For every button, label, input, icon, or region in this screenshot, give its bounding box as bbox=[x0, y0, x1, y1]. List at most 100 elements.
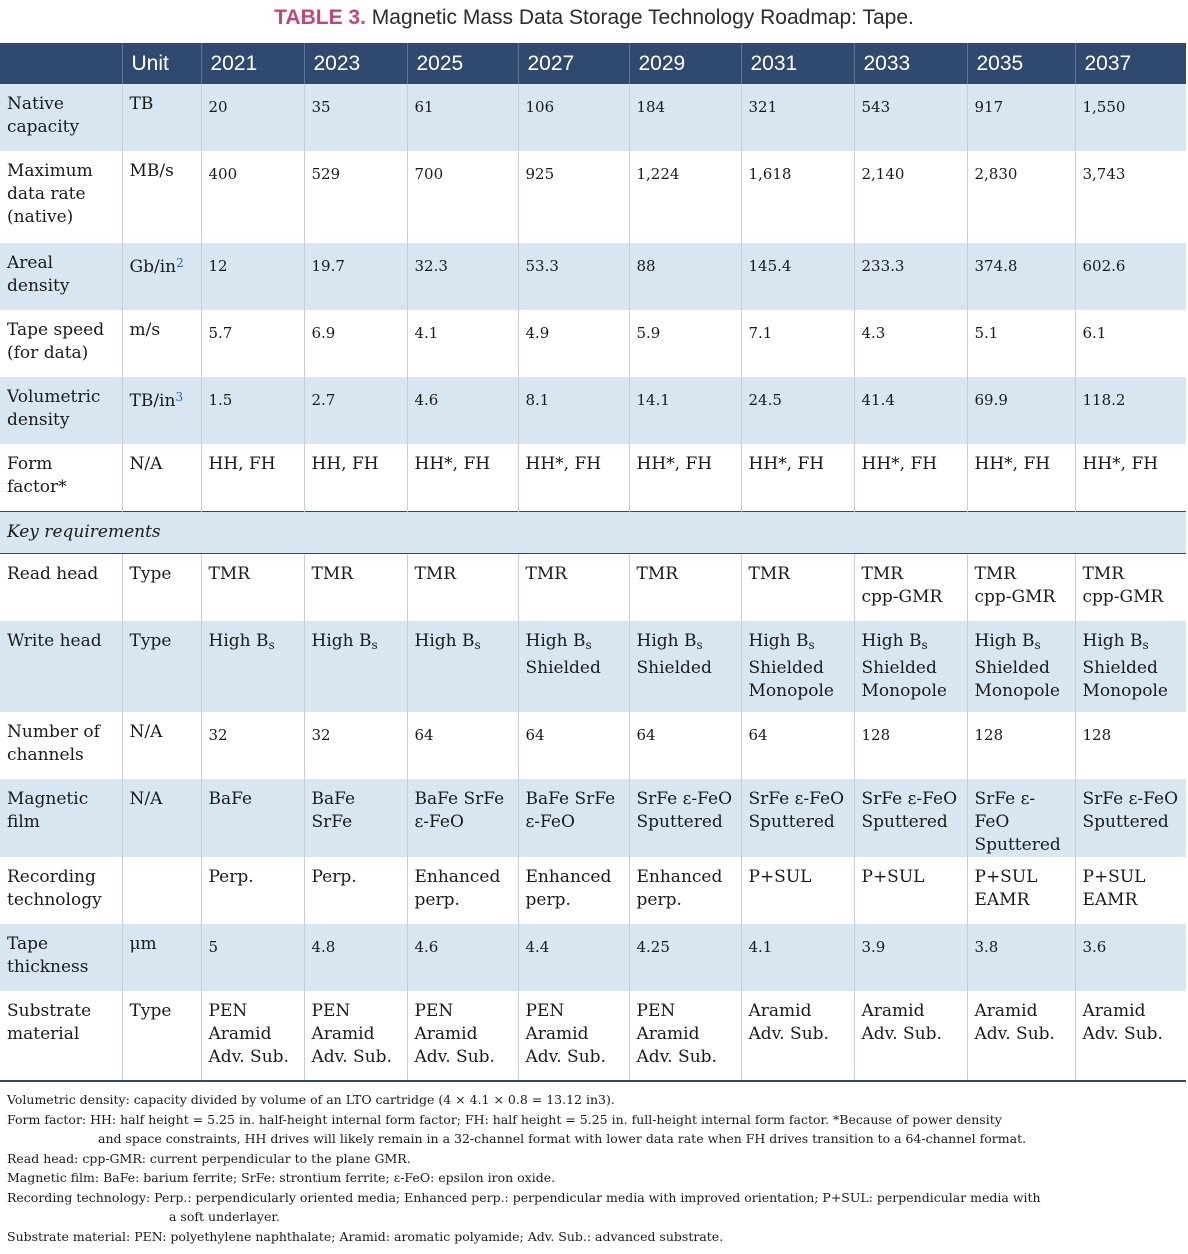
cell-line: factor* bbox=[7, 477, 67, 497]
table-cell: 69.9 bbox=[966, 377, 1075, 444]
table-cell: BaFe SrFe ε-FeO bbox=[406, 779, 518, 857]
table-cell: High Bs Shielded bbox=[517, 621, 629, 712]
footnote-text: and space constraints, HH drives will li… bbox=[98, 1131, 1027, 1146]
cell-line: PEN bbox=[636, 1001, 676, 1021]
table-row: Recording technology Perp. Perp. Enhanced per… bbox=[0, 857, 1186, 924]
table-row: Native capacity TB 20 35 61 106 184 321 543 917 1,5… bbox=[0, 84, 1186, 151]
header-blank bbox=[0, 43, 122, 84]
row-unit: μm bbox=[121, 924, 201, 991]
table-cell: HH*, FH bbox=[628, 444, 741, 511]
cell-line: P+SUL bbox=[861, 867, 925, 887]
table-cell: 64 bbox=[628, 712, 741, 779]
footnotes: Volumetric density: capacity divided by … bbox=[7, 1090, 1182, 1246]
cell-line: Volumetric bbox=[7, 387, 101, 407]
table-cell: 4.3 bbox=[853, 310, 967, 377]
table-cell: 529 bbox=[303, 151, 407, 243]
footnote-line: Magnetic film: BaFe: barium ferrite; SrF… bbox=[7, 1168, 1182, 1188]
table-cell: 64 bbox=[406, 712, 518, 779]
cell-line: Aramid bbox=[861, 1001, 925, 1021]
table-cell: 128 bbox=[966, 712, 1075, 779]
cell-line: Adv. Sub. bbox=[861, 1024, 942, 1044]
table-cell: 4.1 bbox=[740, 924, 854, 991]
cell-line: channels bbox=[7, 745, 84, 765]
cell-line: Write head bbox=[7, 631, 102, 651]
cell-line: TMR bbox=[1082, 563, 1125, 584]
cell-line: High B bbox=[525, 631, 586, 651]
table-cell: Enhanced perp. bbox=[517, 857, 629, 924]
row-label: Form factor* bbox=[0, 444, 122, 511]
table-cell: P+SUL bbox=[740, 857, 854, 924]
table-cell: Enhanced perp. bbox=[628, 857, 741, 924]
footnote-line: Volumetric density: capacity divided by … bbox=[7, 1090, 1182, 1110]
row-unit: m/s bbox=[121, 310, 201, 377]
row-unit: TB bbox=[121, 84, 201, 151]
cell-line: Enhanced bbox=[636, 867, 723, 887]
cell-line: Aramid bbox=[414, 1024, 478, 1044]
cell-line: SrFe ε-FeO bbox=[974, 789, 1036, 832]
table-cell: 4.1 bbox=[406, 310, 518, 377]
cell-line: 64 bbox=[636, 726, 656, 744]
row-label: Maximum data rate (native) bbox=[0, 151, 122, 243]
cell-line: Monopole bbox=[748, 681, 834, 701]
table-cell: 4.8 bbox=[303, 924, 407, 991]
table-cell: 543 bbox=[853, 84, 967, 151]
table-cell: Aramid Adv. Sub. bbox=[966, 991, 1075, 1082]
table-cell: PEN Aramid Adv. Sub. bbox=[406, 991, 518, 1082]
cell-line: Sputtered bbox=[636, 812, 723, 832]
unit-superscript: 2 bbox=[176, 256, 184, 270]
cell-line: 3.8 bbox=[974, 938, 999, 956]
table-cell: 32 bbox=[303, 712, 407, 779]
table-row: Magnetic film N/A BaFe BaFe SrFe BaFe SrFe ε-Fe… bbox=[0, 779, 1186, 857]
table-cell: Perp. bbox=[200, 857, 304, 924]
footnote-text: Magnetic film: BaFe: barium ferrite; SrF… bbox=[7, 1170, 556, 1185]
header-year: 2029 bbox=[628, 43, 741, 84]
cell-line: Read head bbox=[7, 563, 99, 584]
cell-line: EAMR bbox=[974, 890, 1030, 910]
table-cell: High Bs bbox=[406, 621, 518, 712]
table-cell: 1,224 bbox=[628, 151, 741, 243]
cell-line: 3.9 bbox=[861, 938, 886, 956]
table-cell: 5.9 bbox=[628, 310, 741, 377]
table-cell: 128 bbox=[853, 712, 967, 779]
table-cell: HH*, FH bbox=[406, 444, 518, 511]
row-label: Tape speed (for data) bbox=[0, 310, 122, 377]
cell-line: 4.6 bbox=[414, 938, 439, 956]
roadmap-table: Unit 2021 2023 2025 2027 2029 2031 2033 … bbox=[0, 43, 1186, 1082]
table-cell: PEN Aramid Adv. Sub. bbox=[200, 991, 304, 1082]
header-year: 2035 bbox=[966, 43, 1075, 84]
unit-text: MB/s bbox=[129, 161, 174, 181]
cell-line: High B bbox=[974, 631, 1035, 651]
cell-line: SrFe ε-FeO bbox=[861, 789, 958, 809]
table-cell: HH*, FH bbox=[1074, 444, 1186, 511]
cell-line: 5 bbox=[208, 938, 219, 956]
cell-line: Adv. Sub. bbox=[525, 1047, 606, 1067]
table-row: Substrate material Type PEN Aramid Adv. Sub. P… bbox=[0, 991, 1186, 1082]
cell-line: BaFe SrFe bbox=[414, 789, 505, 809]
cell-line: Shielded bbox=[1082, 658, 1158, 678]
table-cell: 2,830 bbox=[966, 151, 1075, 243]
table-cell: High Bs bbox=[200, 621, 304, 712]
table-cell: High Bs Shielded Monopole bbox=[853, 621, 967, 712]
table-cell: 32 bbox=[200, 712, 304, 779]
table-cell: 64 bbox=[740, 712, 854, 779]
cell-line: Maximum bbox=[7, 161, 93, 181]
cell-line: Adv. Sub. bbox=[311, 1047, 392, 1067]
table-cell: 106 bbox=[517, 84, 629, 151]
cell-line: Aramid bbox=[748, 1001, 812, 1021]
cell-line: Aramid bbox=[974, 1001, 1038, 1021]
table-cell: 88 bbox=[628, 243, 741, 310]
cell-line: TMR bbox=[414, 563, 457, 584]
cell-line: 32 bbox=[311, 726, 331, 744]
table-cell: TMR bbox=[200, 553, 304, 621]
cell-line: Enhanced bbox=[525, 867, 612, 887]
row-unit bbox=[121, 857, 201, 924]
row-unit: Type bbox=[121, 621, 201, 712]
table-cell: HH*, FH bbox=[517, 444, 629, 511]
table-cell: 1,550 bbox=[1074, 84, 1186, 151]
table-cell: TMR bbox=[740, 553, 854, 621]
cell-line: density bbox=[7, 410, 70, 430]
table-cell: TMR cpp-GMR bbox=[966, 553, 1075, 621]
row-unit: N/A bbox=[121, 779, 201, 857]
cell-line: Adv. Sub. bbox=[414, 1047, 495, 1067]
cell-line: Tape speed bbox=[7, 320, 105, 340]
